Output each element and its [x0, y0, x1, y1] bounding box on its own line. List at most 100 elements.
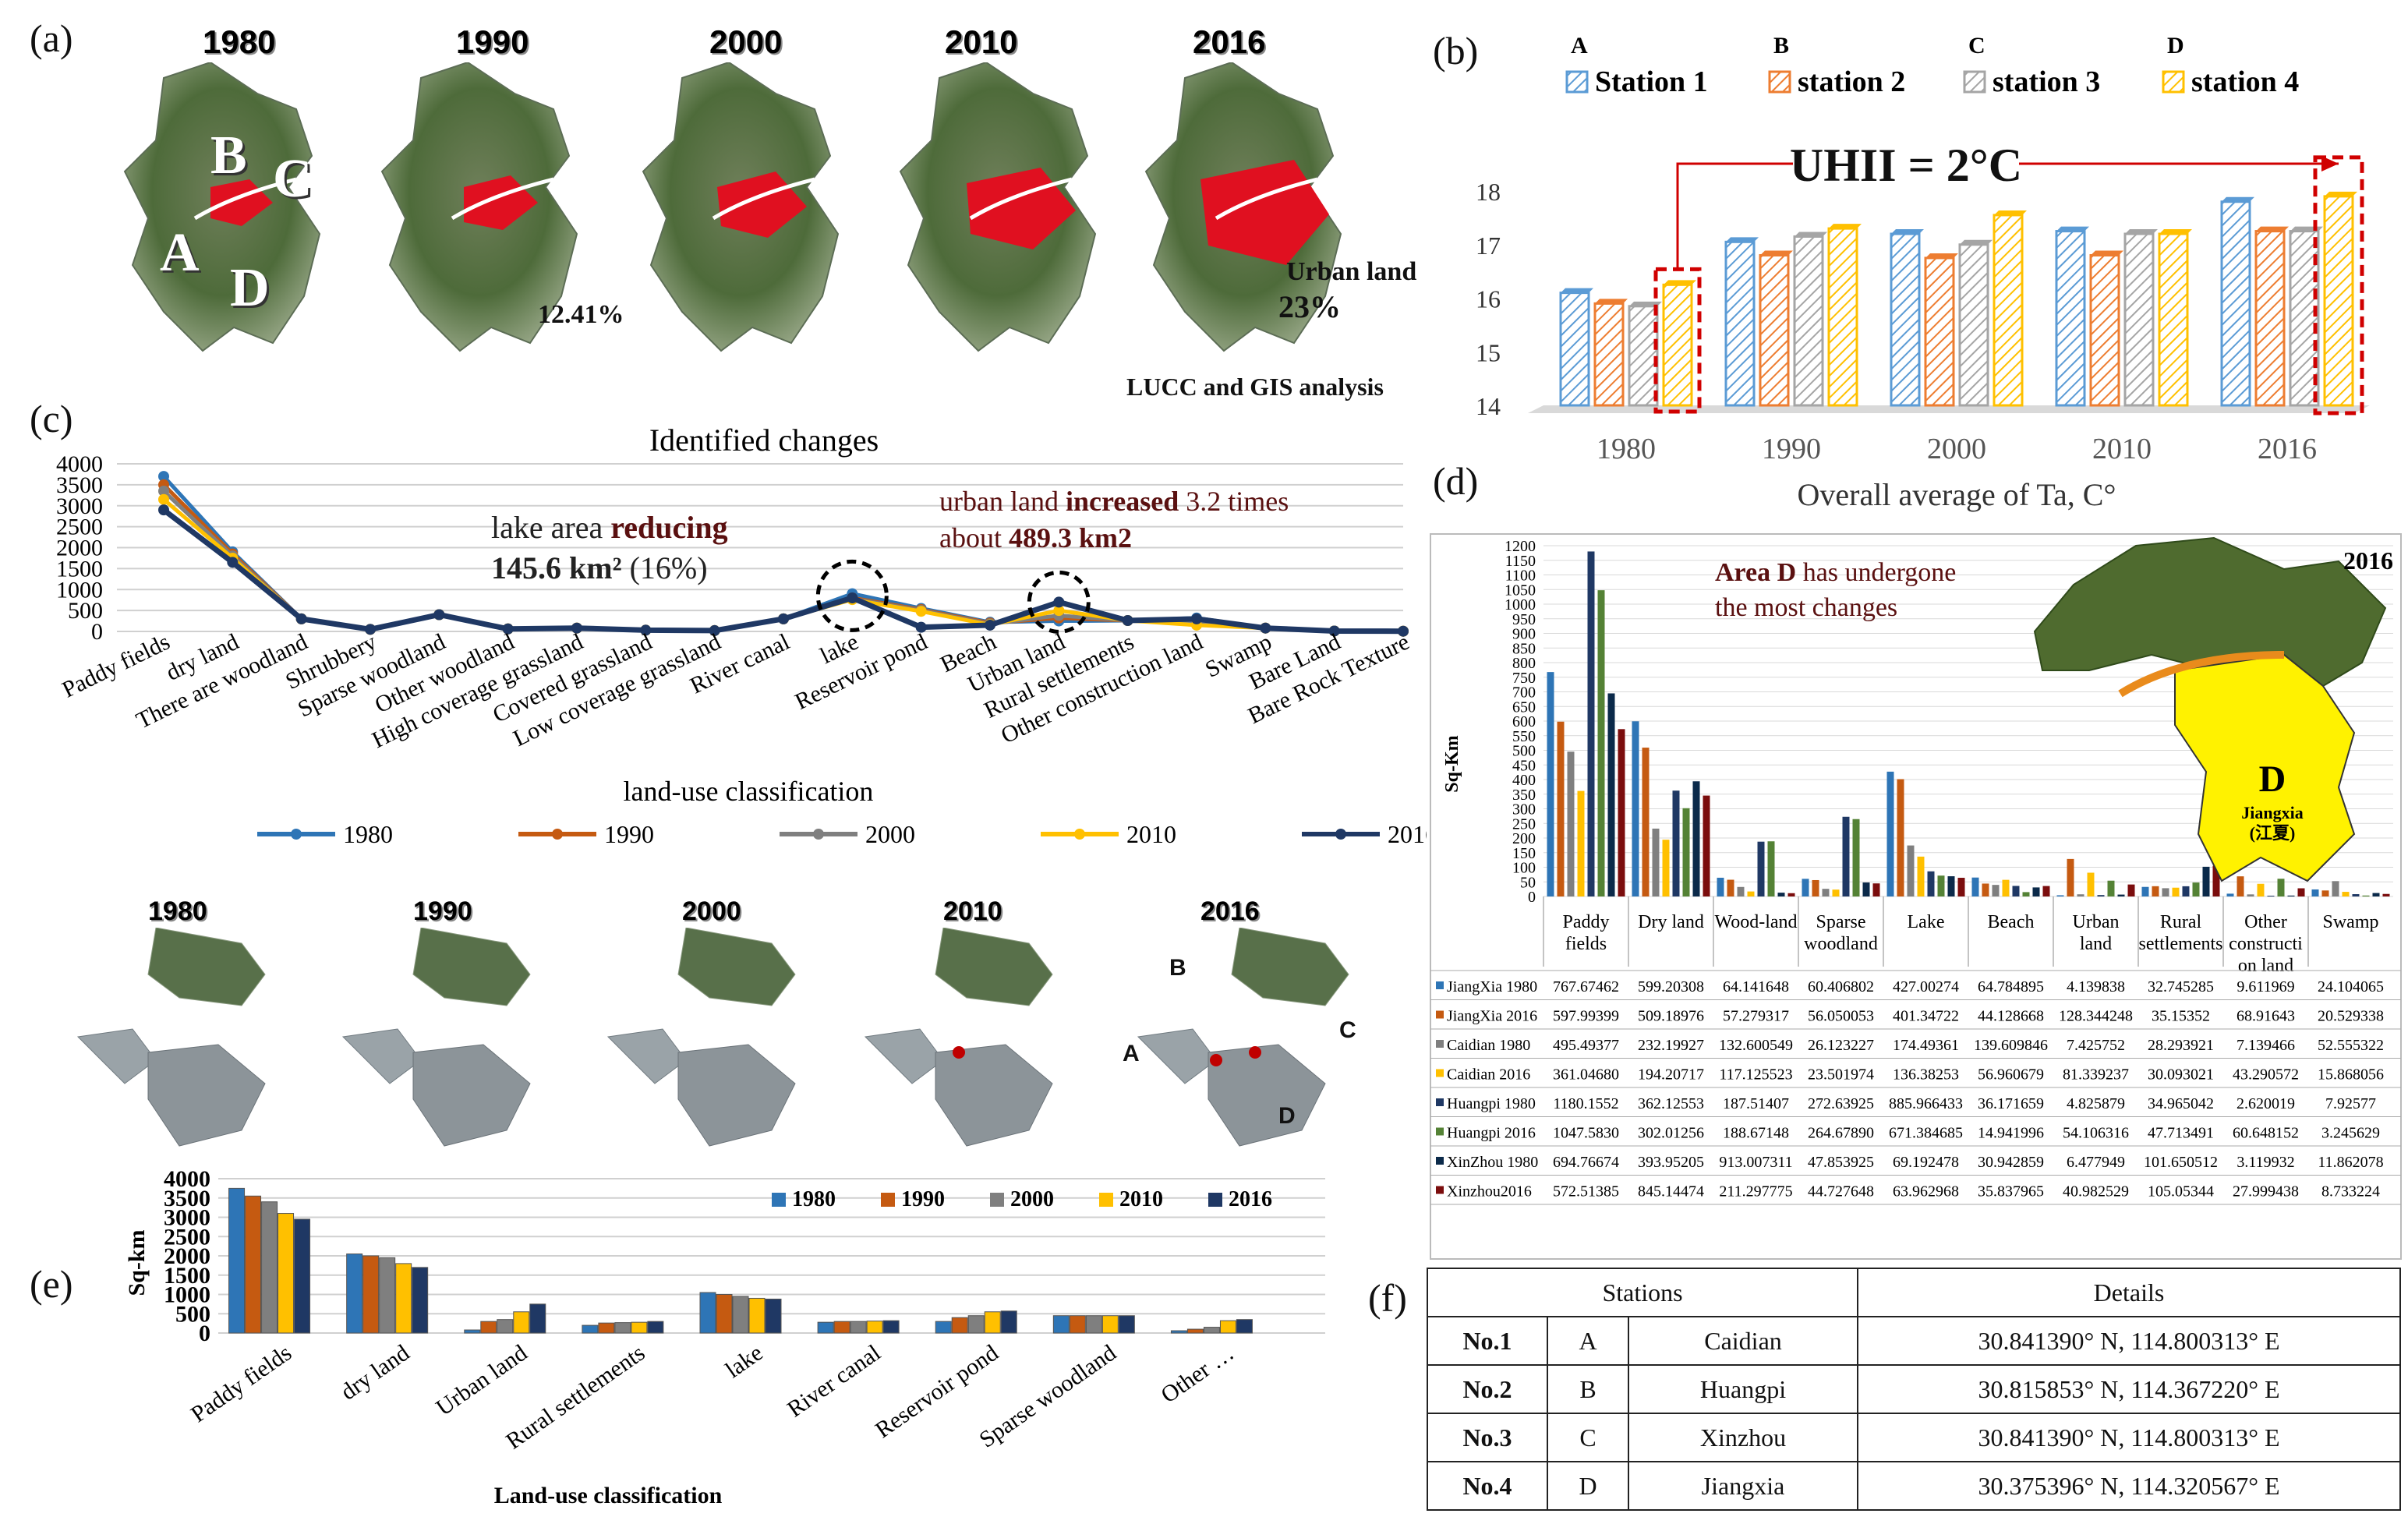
- map-jiangxia-region: [2174, 653, 2356, 882]
- bar-jiangxia-1980-0: [1547, 672, 1554, 896]
- table-cell: 845.14474: [1638, 1183, 1704, 1201]
- point-2016-11: [915, 621, 927, 633]
- bar-top-face: [1595, 299, 1628, 304]
- chart-d: 0501001502002503003504004505005506006507…: [1430, 533, 2402, 1260]
- bar-caidian-2016-6: [2087, 872, 2095, 896]
- table-cell: 2.620019: [2237, 1095, 2295, 1112]
- table-cell: 47.853925: [1808, 1154, 1874, 1171]
- bar-huangpi-2016-6: [2107, 880, 2115, 896]
- bar-huangpi-2016-3: [1852, 819, 1860, 896]
- bar-huangpi-1980-9: [2352, 894, 2360, 896]
- bar-station-1-2016: [2220, 200, 2251, 407]
- bar-xinzhou-1980-7: [2202, 866, 2210, 896]
- bar-station-4-2016: [2323, 195, 2354, 407]
- table-cell: 139.609846: [1974, 1037, 2048, 1054]
- table-series-label: JiangXia 2016: [1447, 1008, 1537, 1025]
- legend-swatch-1: [1768, 70, 1791, 94]
- bar-jiangxia-2016-6: [2067, 858, 2074, 896]
- x-tick-label: lake: [721, 1340, 768, 1384]
- y-tick-label: 3000: [164, 1205, 210, 1231]
- table-cell: 20.529338: [2318, 1008, 2384, 1025]
- x-tick-label: 1980: [1596, 433, 1656, 465]
- point-2010-13: [1053, 605, 1065, 617]
- table-cell: 56.960679: [1978, 1066, 2044, 1084]
- y-tick-label: 100: [1512, 860, 1536, 877]
- legend-label-2: station 3: [1993, 65, 2100, 98]
- x-tick-label: Swamp: [2323, 912, 2379, 932]
- y-tick-label: 600: [1512, 713, 1536, 730]
- table-cell: 23.501974: [1808, 1066, 1874, 1084]
- table-cell: 14.941996: [1978, 1125, 2044, 1142]
- y-tick-label: 700: [1512, 684, 1536, 702]
- map-2000: [642, 62, 840, 352]
- bar-xinzhou2016-2: [1787, 893, 1795, 896]
- legend-swatch-1980: [772, 1193, 786, 1207]
- panel-c-letter: (c): [30, 397, 73, 440]
- point-2016-16: [1260, 622, 1271, 634]
- panel-a-year-2016: 2016: [1193, 23, 1266, 60]
- point-2016-5: [502, 623, 514, 635]
- table-series-label: XinZhou 1980: [1447, 1154, 1538, 1171]
- bar-top-face: [1994, 210, 2027, 215]
- x-axis-label: land-use classification: [624, 776, 874, 807]
- bar-1990-8: [1186, 1328, 1204, 1334]
- legend-dot-1990: [552, 829, 563, 840]
- bar-huangpi-2016-7: [2192, 882, 2200, 896]
- x-tick-line: Rural: [2160, 912, 2202, 932]
- lake-annotation-line2: 145.6 km² (16%): [491, 550, 708, 585]
- bar-2016-0: [294, 1218, 311, 1334]
- point-2016-14: [1122, 615, 1133, 627]
- legend-label-2000: 2000: [1010, 1187, 1054, 1211]
- table-cell: 30.093021: [2148, 1066, 2214, 1084]
- y-tick-label: 500: [1512, 743, 1536, 760]
- legend-label-3: station 4: [2191, 65, 2299, 98]
- table-cell: 8.733224: [2321, 1183, 2380, 1201]
- bar-1980-6: [935, 1321, 952, 1334]
- table-swatch: [1436, 1157, 1444, 1165]
- bar-caidian-2016-8: [2257, 883, 2265, 896]
- bar-2000-4: [732, 1296, 749, 1334]
- jiangxia-map: [2033, 536, 2387, 882]
- bar-2010-3: [631, 1321, 648, 1334]
- y-tick-label: 50: [1520, 874, 1536, 891]
- middle-year-1990: 1990: [413, 896, 472, 926]
- table-cell: 495.49377: [1553, 1037, 1619, 1054]
- bar-1990-7: [1069, 1315, 1086, 1334]
- point-2016-18: [1398, 625, 1409, 637]
- table-row: No.2 B Huangpi 30.815853° N, 114.367220°…: [1427, 1364, 2401, 1414]
- bar-jiangxia-2016-5: [1982, 883, 1989, 896]
- table-swatch: [1436, 1127, 1444, 1136]
- legend-label-2010: 2010: [1126, 820, 1176, 848]
- table-cell: 361.04680: [1553, 1066, 1619, 1084]
- table-cell: 64.784895: [1978, 978, 2044, 995]
- bar-caidian-1980-9: [2332, 881, 2339, 896]
- bar-2000-2: [497, 1319, 514, 1334]
- table-series-label: JiangXia 1980: [1447, 978, 1537, 995]
- bar-2016-1: [412, 1267, 429, 1334]
- bar-xinzhou-1980-3: [1862, 882, 1870, 896]
- panel-a-year-2010: 2010: [945, 23, 1018, 60]
- table-cell: 3.119932: [2237, 1154, 2294, 1171]
- y-tick-label: 4000: [164, 1166, 210, 1192]
- bar-top-face: [1561, 288, 1593, 293]
- table-cell: 913.007311: [1719, 1154, 1792, 1171]
- table-cell: 9.611969: [2237, 978, 2294, 995]
- middle-year-2016: 2016: [1200, 896, 1260, 926]
- bar-caidian-2016-4: [1917, 856, 1925, 896]
- bar-1980-1: [346, 1254, 363, 1334]
- y-tick-label: 1150: [1505, 553, 1536, 570]
- panel-a-year-2000: 2000: [709, 23, 783, 60]
- bar-1980-5: [817, 1321, 834, 1334]
- bar-top-face: [1960, 239, 1993, 245]
- bar-2010-1: [395, 1263, 412, 1334]
- bar-huangpi-1980-7: [2182, 886, 2190, 896]
- bar-caidian-2016-1: [1662, 840, 1670, 896]
- table-cell: 188.67148: [1723, 1125, 1789, 1142]
- x-tick-label: Urban land: [2073, 912, 2120, 954]
- bar-caidian-1980-3: [1822, 889, 1830, 896]
- bar-jiangxia-1980-7: [2141, 886, 2149, 896]
- panel-a-map-images: [123, 62, 1342, 352]
- bar-2010-8: [1219, 1320, 1236, 1334]
- y-tick-label: 14: [1476, 392, 1501, 420]
- panel-a-letter: (a): [30, 16, 73, 60]
